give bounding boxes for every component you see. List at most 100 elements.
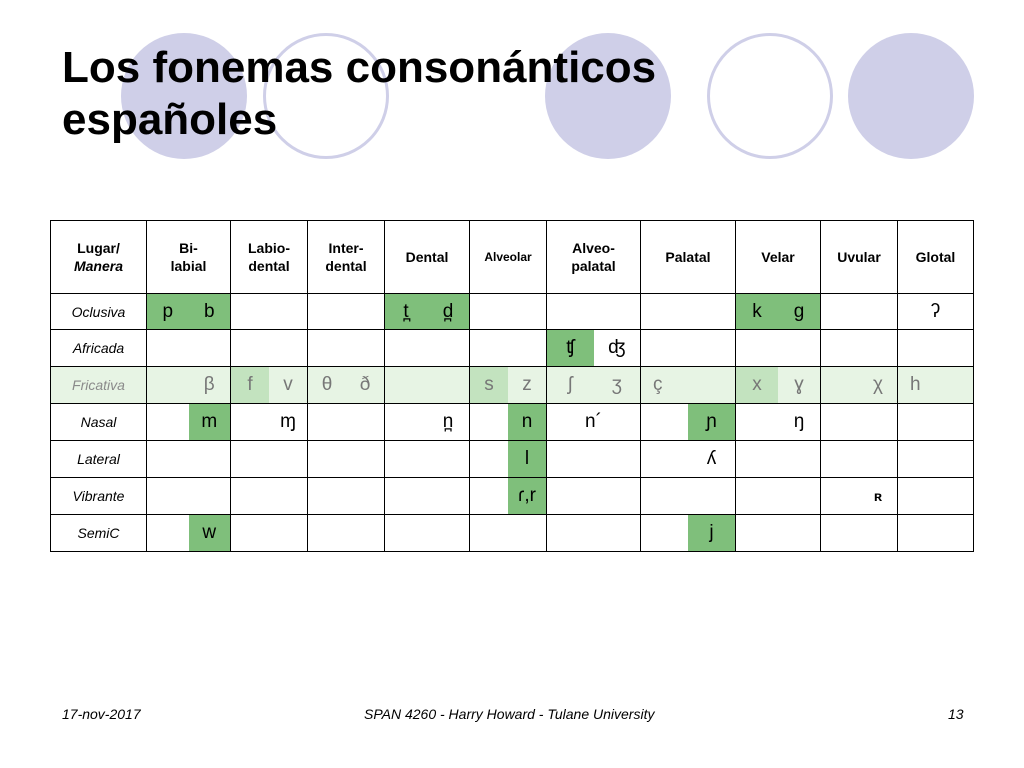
phoneme-spacer [147, 515, 189, 551]
cell-empty [307, 329, 385, 367]
col-header-bilabial: Bi-labial [146, 220, 231, 294]
cell-empty [146, 440, 231, 478]
cell-empty [820, 403, 898, 441]
col-header-interdental: Inter-dental [307, 220, 385, 294]
phoneme: w [188, 515, 230, 551]
cell-nasal-bilabial: m [146, 403, 231, 441]
phoneme-spacer [641, 441, 688, 477]
cell-empty [307, 514, 385, 552]
cell-semic-bilabial: w [146, 514, 231, 552]
col-header-dental: Dental [384, 220, 470, 294]
cell-empty [897, 514, 974, 552]
cell-empty [820, 514, 898, 552]
cell-fricativa-bilabial: β [146, 366, 231, 404]
cell-fricativa-uvular: χ [820, 366, 898, 404]
slide-title-line2: españoles [62, 95, 278, 144]
cell-nasal-alveolar: n [469, 403, 547, 441]
row-label-africada: Africada [50, 329, 147, 367]
cell-empty [735, 477, 821, 515]
cell-oclusiva-glotal: ʔ [897, 293, 974, 330]
row-label-oclusiva: Oclusiva [50, 293, 147, 330]
decorative-circle [263, 33, 389, 159]
cell-empty [146, 477, 231, 515]
phoneme-spacer [470, 404, 508, 440]
phoneme-spacer [470, 441, 508, 477]
header-manera: Manera [73, 258, 124, 274]
cell-empty [820, 293, 898, 330]
cell-empty [546, 293, 641, 330]
phoneme-spacer [385, 404, 427, 440]
phoneme: g [778, 294, 820, 329]
cell-empty [897, 329, 974, 367]
phoneme: n̪ [442, 411, 454, 432]
phoneme: ð [359, 374, 371, 395]
cell-semic-palatal: j [640, 514, 736, 552]
cell-empty [640, 293, 736, 330]
phoneme: n´ [585, 411, 602, 432]
cell-empty [820, 440, 898, 478]
phoneme: ʀ [873, 488, 883, 504]
col-header-alveopalatal: Alveo-palatal [546, 220, 641, 294]
cell-nasal-palatal: ɲ [640, 403, 736, 441]
cell-empty [230, 440, 308, 478]
phoneme-spacer [147, 404, 189, 440]
phoneme-table: Lugar/ Manera Bi-labial Labio-dental Int… [50, 220, 974, 552]
col-header-palatal: Palatal [640, 220, 736, 294]
phoneme-spacer [821, 367, 859, 403]
slide-title: Los fonemas consonánticos españoles [62, 42, 782, 146]
cell-fricativa-palatal: ç [640, 366, 736, 404]
cell-empty [546, 440, 641, 478]
col-header-alveolar: Alveolar [469, 220, 547, 294]
phoneme: x [736, 367, 778, 403]
cell-empty [640, 329, 736, 367]
phoneme: s [470, 367, 508, 403]
phoneme: h [910, 374, 921, 395]
slide-title-line1: Los fonemas consonánticos [62, 43, 657, 92]
phoneme: χ [873, 374, 883, 395]
phoneme: ɾ,r [508, 478, 546, 514]
table-row: SemiC w j [50, 514, 974, 552]
cell-lateral-alveolar: l [469, 440, 547, 478]
phoneme-spacer [231, 404, 269, 440]
cell-empty [735, 514, 821, 552]
phoneme-spacer [821, 478, 859, 514]
cell-nasal-velar: ŋ [735, 403, 821, 441]
cell-empty [735, 440, 821, 478]
phoneme: θ [321, 374, 333, 395]
decorative-circle [848, 33, 974, 159]
cell-fricativa-glotal: h [897, 366, 974, 404]
cell-empty [469, 514, 547, 552]
cell-empty [546, 514, 641, 552]
header-corner: Lugar/ Manera [50, 220, 147, 294]
row-label-nasal: Nasal [50, 403, 147, 441]
phoneme: j [688, 515, 735, 551]
cell-nasal-labiodental: ɱ [230, 403, 308, 441]
cell-empty [230, 293, 308, 330]
decorative-circle [545, 33, 671, 159]
phoneme-spacer [736, 404, 778, 440]
cell-empty [384, 366, 470, 404]
cell-empty [384, 440, 470, 478]
cell-empty [230, 477, 308, 515]
phoneme: b [188, 294, 230, 329]
footer-course: SPAN 4260 - Harry Howard - Tulane Univer… [364, 706, 655, 722]
row-label-semic: SemiC [50, 514, 147, 552]
phoneme: k [736, 294, 778, 329]
col-header-glotal: Glotal [897, 220, 974, 294]
table-row: Vibrante ɾ,r ʀ [50, 477, 974, 515]
phoneme: l [508, 441, 546, 477]
cell-empty [897, 403, 974, 441]
phoneme: v [283, 374, 293, 395]
cell-empty [546, 477, 641, 515]
phoneme: ŋ [793, 411, 805, 432]
cell-lateral-palatal: ʎ [640, 440, 736, 478]
phoneme: m [188, 404, 230, 440]
